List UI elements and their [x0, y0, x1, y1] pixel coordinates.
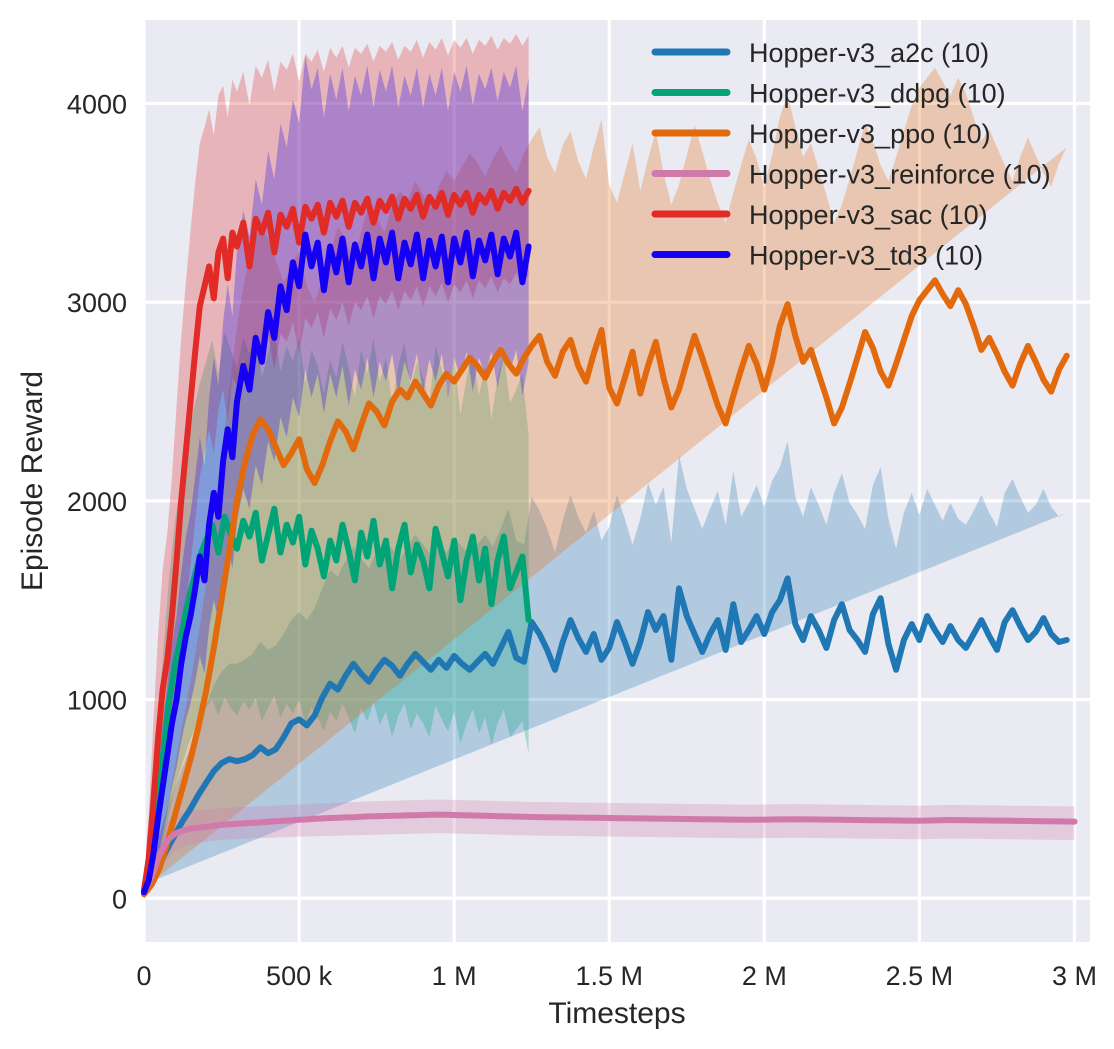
- x-tick-label: 1.5 M: [575, 961, 643, 991]
- y-axis-title: Episode Reward: [16, 371, 49, 591]
- legend-label: Hopper-v3_a2c (10): [749, 38, 989, 68]
- x-tick-label: 1 M: [432, 961, 477, 991]
- legend-label: Hopper-v3_ppo (10): [749, 119, 991, 149]
- line-4: [141, 185, 532, 894]
- y-tick-label: 2000: [67, 487, 127, 517]
- x-axis-tick-labels: 0 500 k 1 M 1.5 M 2 M 2.5 M 3 M: [136, 961, 1097, 991]
- x-tick-label: 2.5 M: [886, 961, 954, 991]
- axes-background: [144, 20, 1090, 942]
- y-tick-label: 3000: [67, 288, 127, 318]
- line-0: [141, 575, 1070, 896]
- y-tick-label: 1000: [67, 686, 127, 716]
- line-5: [141, 229, 532, 896]
- y-tick-label: 0: [112, 884, 127, 914]
- band-3: [144, 799, 1075, 899]
- x-tick-label: 500 k: [266, 961, 333, 991]
- legend-label: Hopper-v3_sac (10): [749, 200, 988, 230]
- series-lines: [141, 185, 1078, 898]
- band-5: [144, 55, 529, 899]
- x-axis-title: Timesteps: [548, 997, 685, 1030]
- legend-label: Hopper-v3_ddpg (10): [749, 79, 1006, 109]
- y-axis-tick-labels: 0 1000 2000 3000 4000: [67, 89, 127, 914]
- x-tick-label: 0: [136, 961, 151, 991]
- y-tick-label: 4000: [67, 89, 127, 119]
- x-tick-label: 2 M: [742, 961, 787, 991]
- legend-label: Hopper-v3_reinforce (10): [749, 160, 1051, 190]
- x-tick-label: 3 M: [1052, 961, 1097, 991]
- band-1: [144, 328, 529, 899]
- grid-lines: [142, 20, 1090, 942]
- legend: Hopper-v3_a2c (10) Hopper-v3_ddpg (10) Hop…: [651, 38, 1051, 271]
- legend-label: Hopper-v3_td3 (10): [749, 241, 983, 271]
- line-2: [141, 277, 1070, 898]
- band-0: [144, 441, 1067, 885]
- line-3: [141, 811, 1078, 896]
